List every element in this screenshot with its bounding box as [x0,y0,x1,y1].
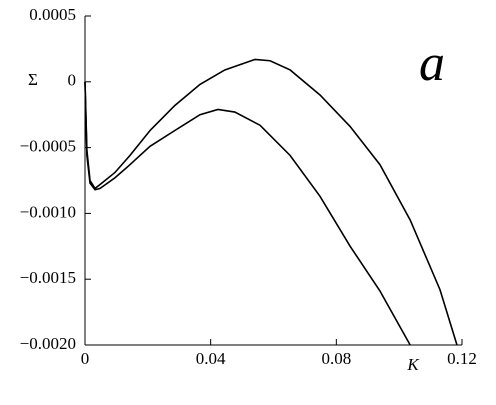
curve [84,81,411,346]
y-tick-label: 0.0005 [29,5,76,24]
x-tick-label: 0.04 [196,349,226,368]
curve [84,58,458,346]
annotation: a [419,35,445,92]
x-tick-label: 0 [81,349,90,368]
y-axis-label: Σ [28,70,38,89]
y-tick-label: −0.0020 [20,334,76,353]
y-tick-label: −0.0010 [20,202,76,221]
x-tick-label: 0.08 [321,349,351,368]
y-tick-label: −0.0005 [20,137,76,156]
y-tick-label: 0 [68,71,77,90]
y-tick-label: −0.0015 [20,268,76,287]
x-axis-label: K [406,355,420,374]
x-tick-label: 0.12 [447,349,477,368]
